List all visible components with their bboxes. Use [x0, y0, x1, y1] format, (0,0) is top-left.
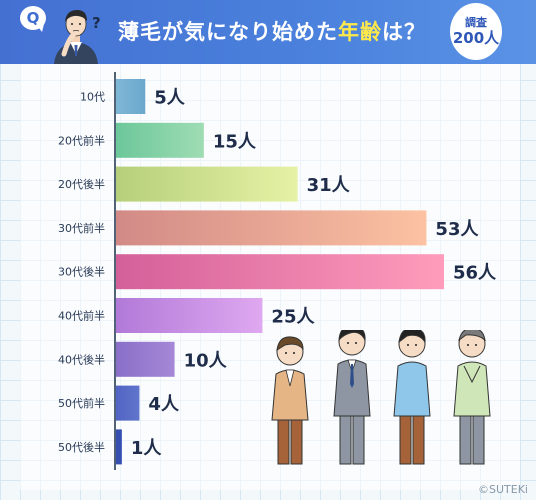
survey-badge-label: 調査 — [465, 16, 487, 29]
survey-badge-count: 200人 — [452, 29, 500, 47]
value-label: 5人 — [154, 88, 186, 109]
bar — [116, 210, 427, 246]
bar — [116, 385, 140, 421]
category-label: 10代 — [80, 91, 105, 104]
title-highlight: 年齢 — [338, 20, 382, 44]
survey-badge: 調査 200人 — [450, 3, 502, 60]
bar — [116, 341, 175, 377]
category-label: 40代前半 — [58, 309, 105, 323]
value-label: 1人 — [131, 438, 163, 459]
value-label: 25人 — [271, 307, 315, 328]
bar — [116, 166, 298, 202]
category-label: 20代前半 — [58, 133, 105, 147]
value-label: 4人 — [148, 394, 180, 415]
header-bar: Q ? 薄毛が気になり始めた年齢は？ 調査 200人 — [0, 0, 536, 64]
page-title: 薄毛が気になり始めた年齢は？ — [118, 16, 426, 46]
value-label: 56人 — [453, 263, 497, 284]
value-label: 53人 — [435, 219, 479, 240]
bar — [116, 254, 444, 290]
copyright-label: ©SUTEKi — [478, 483, 528, 496]
question-bubble-icon: Q — [20, 6, 46, 32]
title-text-1: 薄毛が気になり始めた — [118, 20, 338, 44]
svg-text:?: ? — [92, 14, 101, 32]
bar — [116, 429, 122, 465]
value-label: 31人 — [307, 175, 351, 196]
men-illustration — [270, 325, 510, 470]
category-label: 30代前半 — [58, 221, 105, 235]
category-label: 50代後半 — [58, 440, 105, 454]
category-label: 50代前半 — [58, 396, 105, 410]
value-label: 15人 — [213, 131, 257, 152]
category-label: 30代後半 — [58, 265, 105, 279]
value-label: 10人 — [184, 350, 228, 371]
question-label: Q — [26, 9, 40, 27]
thinking-person-icon: ? — [46, 2, 106, 64]
bar — [116, 298, 263, 333]
bar — [116, 79, 146, 114]
title-text-2: は？ — [382, 20, 426, 44]
category-label: 20代後半 — [58, 177, 105, 191]
bar — [116, 122, 204, 158]
category-label: 40代後半 — [58, 352, 105, 366]
